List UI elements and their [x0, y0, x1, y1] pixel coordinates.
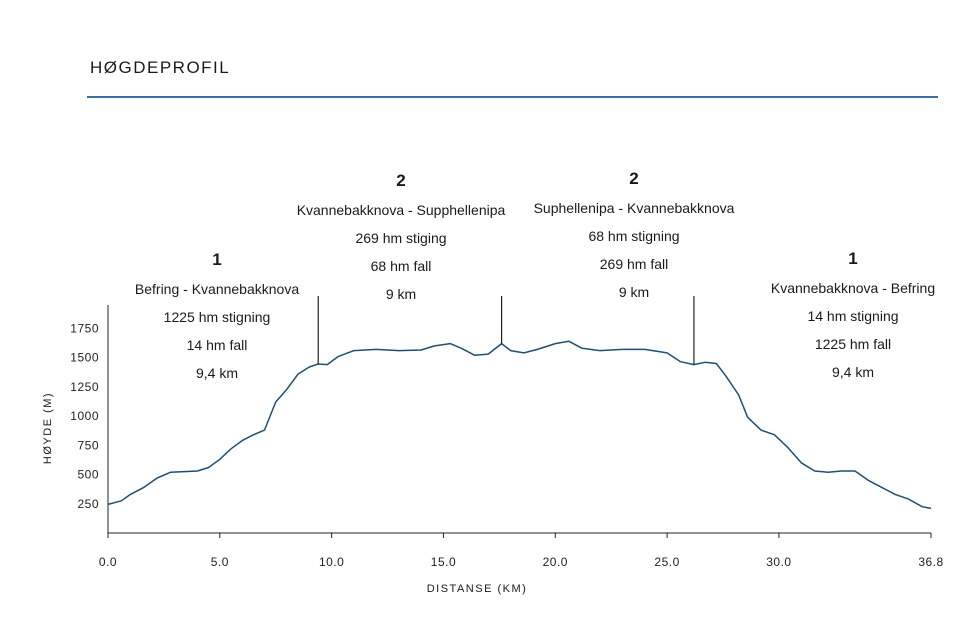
segment-descent: 1225 hm fall [814, 336, 892, 352]
segment-4-info: 1 Kvannebakknova - Befring 14 hm stignin… [733, 244, 973, 386]
x-tick-label: 36.8 [918, 555, 943, 569]
y-tick-label: 250 [77, 497, 99, 511]
segment-number: 1 [848, 249, 858, 268]
x-tick-label: 20.0 [543, 555, 568, 569]
segment-distance: 9,4 km [831, 364, 874, 380]
title-divider [87, 96, 938, 98]
x-tick-label: 30.0 [766, 555, 791, 569]
y-tick-label: 750 [77, 438, 99, 452]
x-tick-label: 0.0 [99, 555, 117, 569]
segment-climb: 269 hm stiging [355, 230, 447, 246]
x-tick-label: 15.0 [431, 555, 456, 569]
segment-climb: 1225 hm stigning [163, 309, 271, 325]
y-tick-label: 1250 [70, 380, 99, 394]
segment-climb: 14 hm stigning [807, 308, 899, 324]
segment-name: Befring - Kvannebakknova [134, 281, 300, 297]
segment-3-info: 2 Suphellenipa - Kvannebakknova 68 hm st… [514, 164, 754, 306]
segment-name: Suphellenipa - Kvannebakknova [533, 200, 735, 216]
segment-number: 2 [396, 171, 406, 190]
page-title: HØGDEPROFIL [90, 58, 231, 77]
segment-1-info: 1 Befring - Kvannebakknova 1225 hm stign… [97, 245, 337, 387]
x-tick-label: 10.0 [319, 555, 344, 569]
segment-distance: 9 km [385, 286, 417, 302]
segment-distance: 9,4 km [195, 365, 238, 381]
y-axis-title: HØYDE (M) [42, 391, 54, 465]
x-axis-title: DISTANSE (KM) [426, 583, 528, 595]
segment-name: Kvannebakknova - Befring [770, 280, 936, 296]
segment-number: 1 [212, 250, 222, 269]
segment-descent: 14 hm fall [186, 337, 248, 353]
y-tick-label: 500 [77, 468, 99, 482]
segment-distance: 9 km [618, 284, 650, 300]
segment-2-info: 2 Kvannebakknova - Supphellenipa 269 hm … [281, 166, 521, 308]
y-tick-label: 1750 [70, 321, 99, 335]
y-tick-label: 1000 [70, 409, 99, 423]
x-tick-label: 5.0 [211, 555, 229, 569]
segment-number: 2 [629, 169, 639, 188]
x-tick-label: 25.0 [654, 555, 679, 569]
y-tick-label: 1500 [70, 351, 99, 365]
segment-climb: 68 hm stigning [588, 228, 680, 244]
segment-descent: 68 hm fall [370, 258, 432, 274]
elevation-line [107, 340, 932, 510]
segment-name: Kvannebakknova - Supphellenipa [296, 202, 506, 218]
segment-descent: 269 hm fall [599, 256, 669, 272]
